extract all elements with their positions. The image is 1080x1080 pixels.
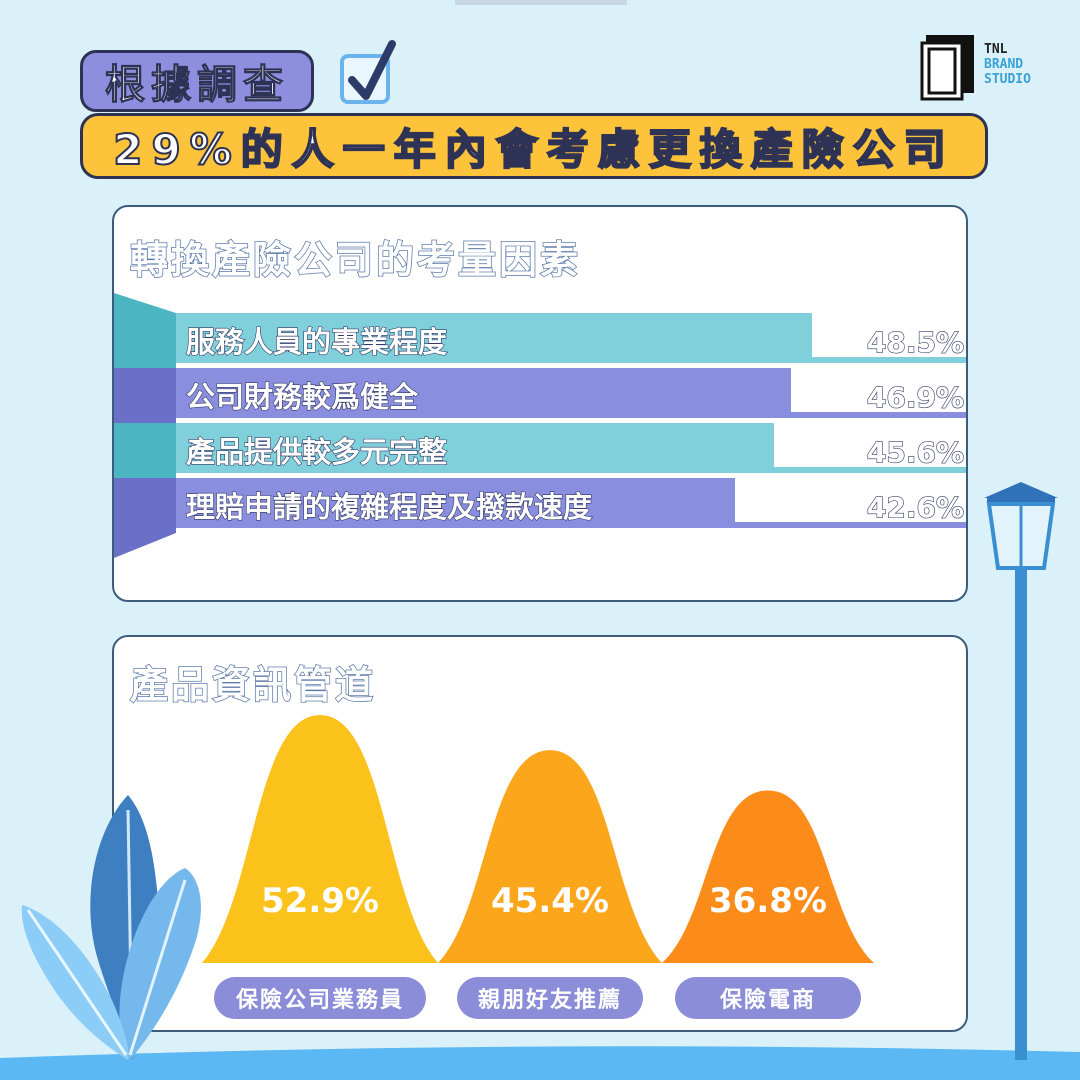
factor-value-label: 45.6% — [866, 435, 964, 469]
channel-category-pill: 保險電商 — [675, 977, 861, 1019]
channel-value-label: 52.9% — [261, 881, 379, 921]
tnl-logo-icon — [920, 35, 974, 101]
channel-hill — [202, 715, 438, 963]
factor-label: 公司財務較爲健全 — [185, 379, 419, 414]
logo-text: TNL BRAND STUDIO — [984, 42, 1031, 87]
channels-chart — [202, 715, 874, 963]
logo-line-1: TNL — [984, 42, 1008, 57]
factors-panel: 轉換產險公司的考量因素 服務人員的專業程度 48.5% 公司財務較爲健全 46.9% 產… — [112, 205, 968, 602]
factor-row: 理賠申請的複雜程度及撥款速度 42.6% — [176, 478, 966, 528]
factor-row: 公司財務較爲健全 46.9% — [176, 368, 966, 418]
factor-bar — [176, 478, 735, 528]
factor-value-label: 46.9% — [866, 380, 964, 414]
factors-title: 轉換產險公司的考量因素 — [129, 237, 582, 283]
funnel-segment — [114, 368, 176, 423]
top-strip — [455, 0, 627, 5]
channel-value-label: 45.4% — [491, 881, 609, 921]
headline: 29%的人一年內會考慮更換產險公司 — [80, 113, 988, 179]
channel-category-pill: 保險公司業務員 — [214, 977, 426, 1019]
factor-bar — [176, 313, 812, 363]
channels-panel: 產品資訊管道 52.9% 保險公司業務員 45.4% 親朋好友推薦 36.8% 保險電商 — [112, 635, 968, 1032]
factor-bar — [176, 368, 791, 418]
channel-value-label: 36.8% — [709, 881, 827, 921]
survey-tag: 根據調查 — [80, 50, 314, 112]
factor-value-label: 42.6% — [866, 490, 964, 524]
factor-row: 服務人員的專業程度 48.5% — [176, 313, 966, 363]
funnel-decoration — [114, 293, 176, 558]
channel-category-pill: 親朋好友推薦 — [457, 977, 643, 1019]
factor-label: 服務人員的專業程度 — [185, 324, 448, 359]
logo-line-3: STUDIO — [984, 72, 1031, 87]
factor-row: 產品提供較多元完整 45.6% — [176, 423, 966, 473]
factor-label: 理賠申請的複雜程度及撥款速度 — [185, 489, 593, 524]
channels-title: 產品資訊管道 — [129, 662, 377, 708]
ground-shape — [0, 1046, 1080, 1080]
funnel-segment — [114, 293, 176, 368]
factor-bar — [176, 423, 774, 473]
channel-hill — [662, 790, 874, 963]
street-lamp-icon — [984, 482, 1058, 1060]
factor-value-label: 48.5% — [866, 325, 964, 359]
funnel-segment — [114, 423, 176, 478]
checkbox-icon — [340, 40, 396, 104]
factor-label: 產品提供較多元完整 — [185, 434, 448, 469]
channel-hill — [438, 750, 662, 963]
logo-line-2: BRAND — [984, 57, 1024, 72]
funnel-segment — [114, 478, 176, 558]
